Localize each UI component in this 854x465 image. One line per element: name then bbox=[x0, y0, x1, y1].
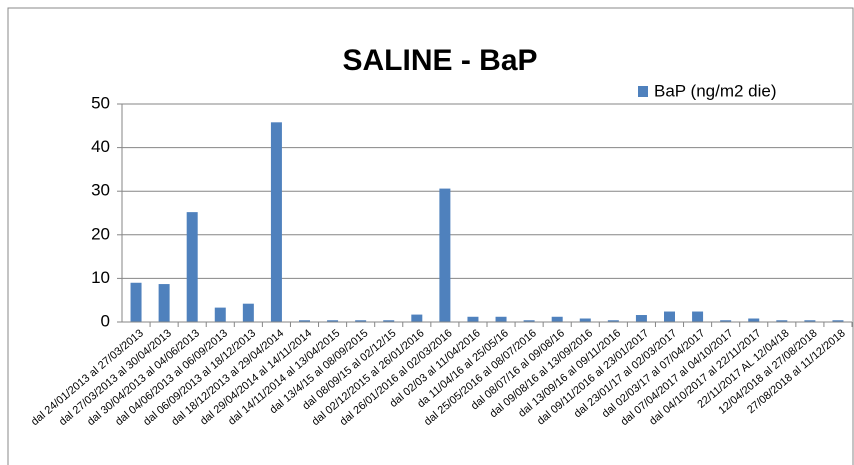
bar bbox=[214, 307, 226, 322]
bar bbox=[692, 311, 704, 322]
bar bbox=[664, 311, 675, 322]
bar bbox=[804, 320, 816, 322]
chart-title: SALINE - BaP bbox=[342, 44, 537, 77]
y-tick-label: 40 bbox=[91, 137, 110, 156]
bar bbox=[748, 318, 760, 322]
bar bbox=[832, 320, 844, 322]
y-tick-label: 30 bbox=[91, 181, 110, 200]
y-tick-label: 0 bbox=[101, 311, 110, 330]
bar bbox=[635, 315, 647, 322]
bar bbox=[270, 122, 282, 322]
bar bbox=[158, 284, 170, 322]
bar bbox=[411, 314, 423, 322]
bar bbox=[495, 316, 507, 322]
y-tick-label: 10 bbox=[91, 268, 110, 287]
chart-frame bbox=[7, 7, 854, 465]
bar bbox=[439, 188, 451, 322]
bar bbox=[383, 320, 395, 322]
bar bbox=[607, 320, 619, 322]
bar bbox=[355, 320, 367, 322]
bar bbox=[327, 320, 339, 322]
bar bbox=[242, 303, 254, 322]
bar bbox=[186, 212, 198, 322]
bar bbox=[776, 320, 788, 322]
bar bbox=[523, 320, 535, 322]
legend-swatch bbox=[638, 86, 648, 97]
bar bbox=[467, 316, 479, 322]
y-tick-label: 50 bbox=[91, 93, 110, 112]
bar bbox=[720, 320, 732, 322]
bar bbox=[130, 282, 142, 322]
bar bbox=[551, 316, 563, 322]
legend-label: BaP (ng/m2 die) bbox=[654, 81, 777, 100]
y-tick-label: 20 bbox=[91, 224, 110, 243]
bar bbox=[299, 320, 310, 322]
bar bbox=[579, 318, 591, 322]
